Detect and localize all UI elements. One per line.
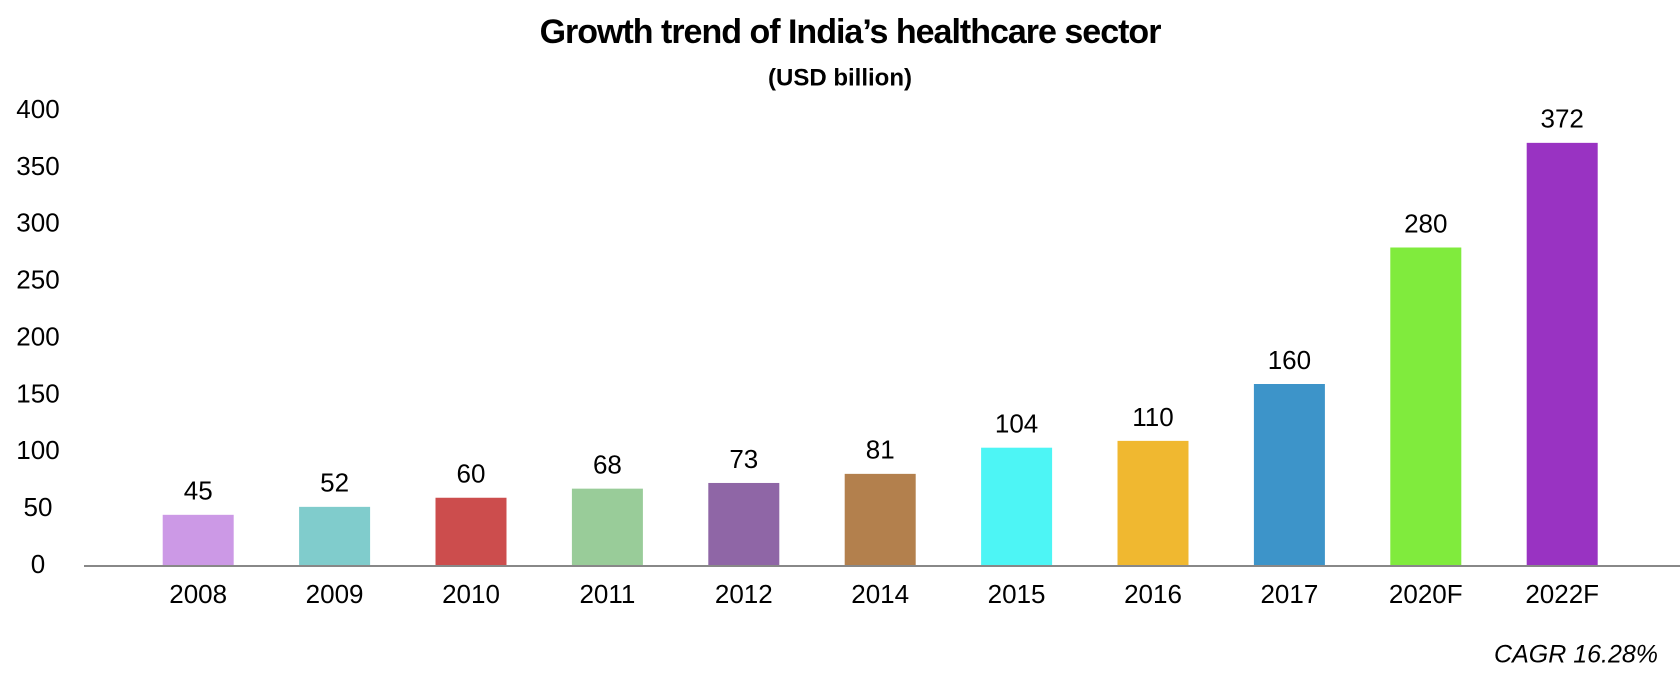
y-tick-label: 100 bbox=[16, 435, 59, 465]
value-label: 280 bbox=[1404, 208, 1447, 238]
x-tick-label: 2022F bbox=[1525, 579, 1599, 609]
value-label: 372 bbox=[1541, 104, 1584, 134]
bar bbox=[435, 497, 507, 566]
x-tick-label: 2009 bbox=[306, 579, 364, 609]
bar bbox=[708, 482, 780, 566]
value-label: 73 bbox=[729, 444, 758, 474]
value-label: 160 bbox=[1268, 345, 1311, 375]
y-tick-label: 350 bbox=[16, 151, 59, 181]
bar bbox=[981, 447, 1053, 566]
bar bbox=[1526, 142, 1598, 566]
bar bbox=[844, 473, 916, 566]
chart-title: Growth trend of India’s healthcare secto… bbox=[540, 13, 1162, 51]
bar bbox=[1390, 247, 1462, 566]
y-tick-label: 0 bbox=[31, 549, 45, 579]
x-tick-label: 2020F bbox=[1389, 579, 1463, 609]
x-tick-label: 2016 bbox=[1124, 579, 1182, 609]
value-label: 110 bbox=[1132, 402, 1173, 432]
value-label: 52 bbox=[320, 468, 349, 498]
x-tick-label: 2015 bbox=[988, 579, 1046, 609]
bar bbox=[1253, 384, 1325, 566]
x-tick-label: 2017 bbox=[1260, 579, 1318, 609]
y-tick-label: 200 bbox=[16, 321, 59, 351]
y-tick-label: 150 bbox=[16, 378, 59, 408]
y-tick-label: 50 bbox=[24, 492, 53, 522]
y-tick-label: 400 bbox=[16, 94, 59, 124]
value-label: 81 bbox=[866, 435, 895, 465]
x-tick-label: 2010 bbox=[442, 579, 500, 609]
bar bbox=[162, 514, 234, 566]
chart-subtitle: (USD billion) bbox=[768, 64, 912, 91]
value-label: 68 bbox=[593, 450, 622, 480]
value-label: 104 bbox=[995, 409, 1038, 439]
x-tick-label: 2012 bbox=[715, 579, 773, 609]
x-tick-label: 2011 bbox=[579, 579, 635, 609]
y-tick-label: 300 bbox=[16, 208, 59, 238]
value-label: 45 bbox=[184, 476, 213, 506]
bar bbox=[571, 488, 643, 566]
x-tick-label: 2014 bbox=[851, 579, 909, 609]
x-tick-label: 2008 bbox=[169, 579, 227, 609]
bar bbox=[1117, 440, 1189, 566]
value-label: 60 bbox=[457, 459, 486, 489]
y-tick-label: 250 bbox=[16, 265, 59, 295]
bar bbox=[299, 506, 371, 566]
annotation: CAGR 16.28% bbox=[1494, 641, 1658, 669]
